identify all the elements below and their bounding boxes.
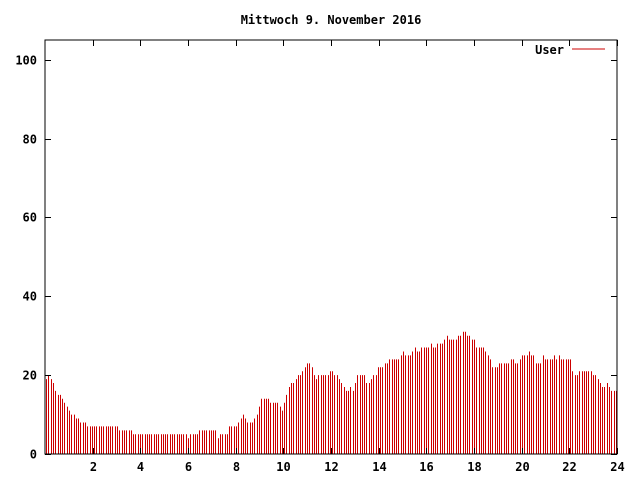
legend: User bbox=[535, 43, 605, 57]
x-tick-label: 18 bbox=[467, 460, 481, 474]
x-tick-label: 20 bbox=[515, 460, 529, 474]
y-tick-label: 80 bbox=[23, 133, 37, 147]
y-tick-label: 20 bbox=[23, 369, 37, 383]
y-axis: 0 20 40 60 80 100 bbox=[15, 54, 617, 462]
x-axis: 2 4 6 8 10 12 14 16 18 20 22 24 bbox=[90, 40, 625, 474]
chart-title: Mittwoch 9. November 2016 bbox=[241, 13, 422, 27]
x-tick-label: 12 bbox=[324, 460, 338, 474]
y-tick-label: 40 bbox=[23, 290, 37, 304]
x-tick-label: 14 bbox=[372, 460, 386, 474]
x-tick-label: 4 bbox=[137, 460, 144, 474]
x-tick-label: 16 bbox=[419, 460, 433, 474]
x-tick-label: 22 bbox=[562, 460, 576, 474]
x-tick-label: 8 bbox=[233, 460, 240, 474]
y-tick-label: 60 bbox=[23, 211, 37, 225]
x-tick-label: 24 bbox=[610, 460, 624, 474]
y-tick-label: 100 bbox=[15, 54, 37, 68]
bar-series bbox=[46, 331, 617, 454]
legend-label: User bbox=[535, 43, 564, 57]
x-tick-label: 2 bbox=[90, 460, 97, 474]
y-tick-label: 0 bbox=[30, 448, 37, 462]
x-tick-label: 6 bbox=[185, 460, 192, 474]
x-tick-label: 10 bbox=[276, 460, 290, 474]
